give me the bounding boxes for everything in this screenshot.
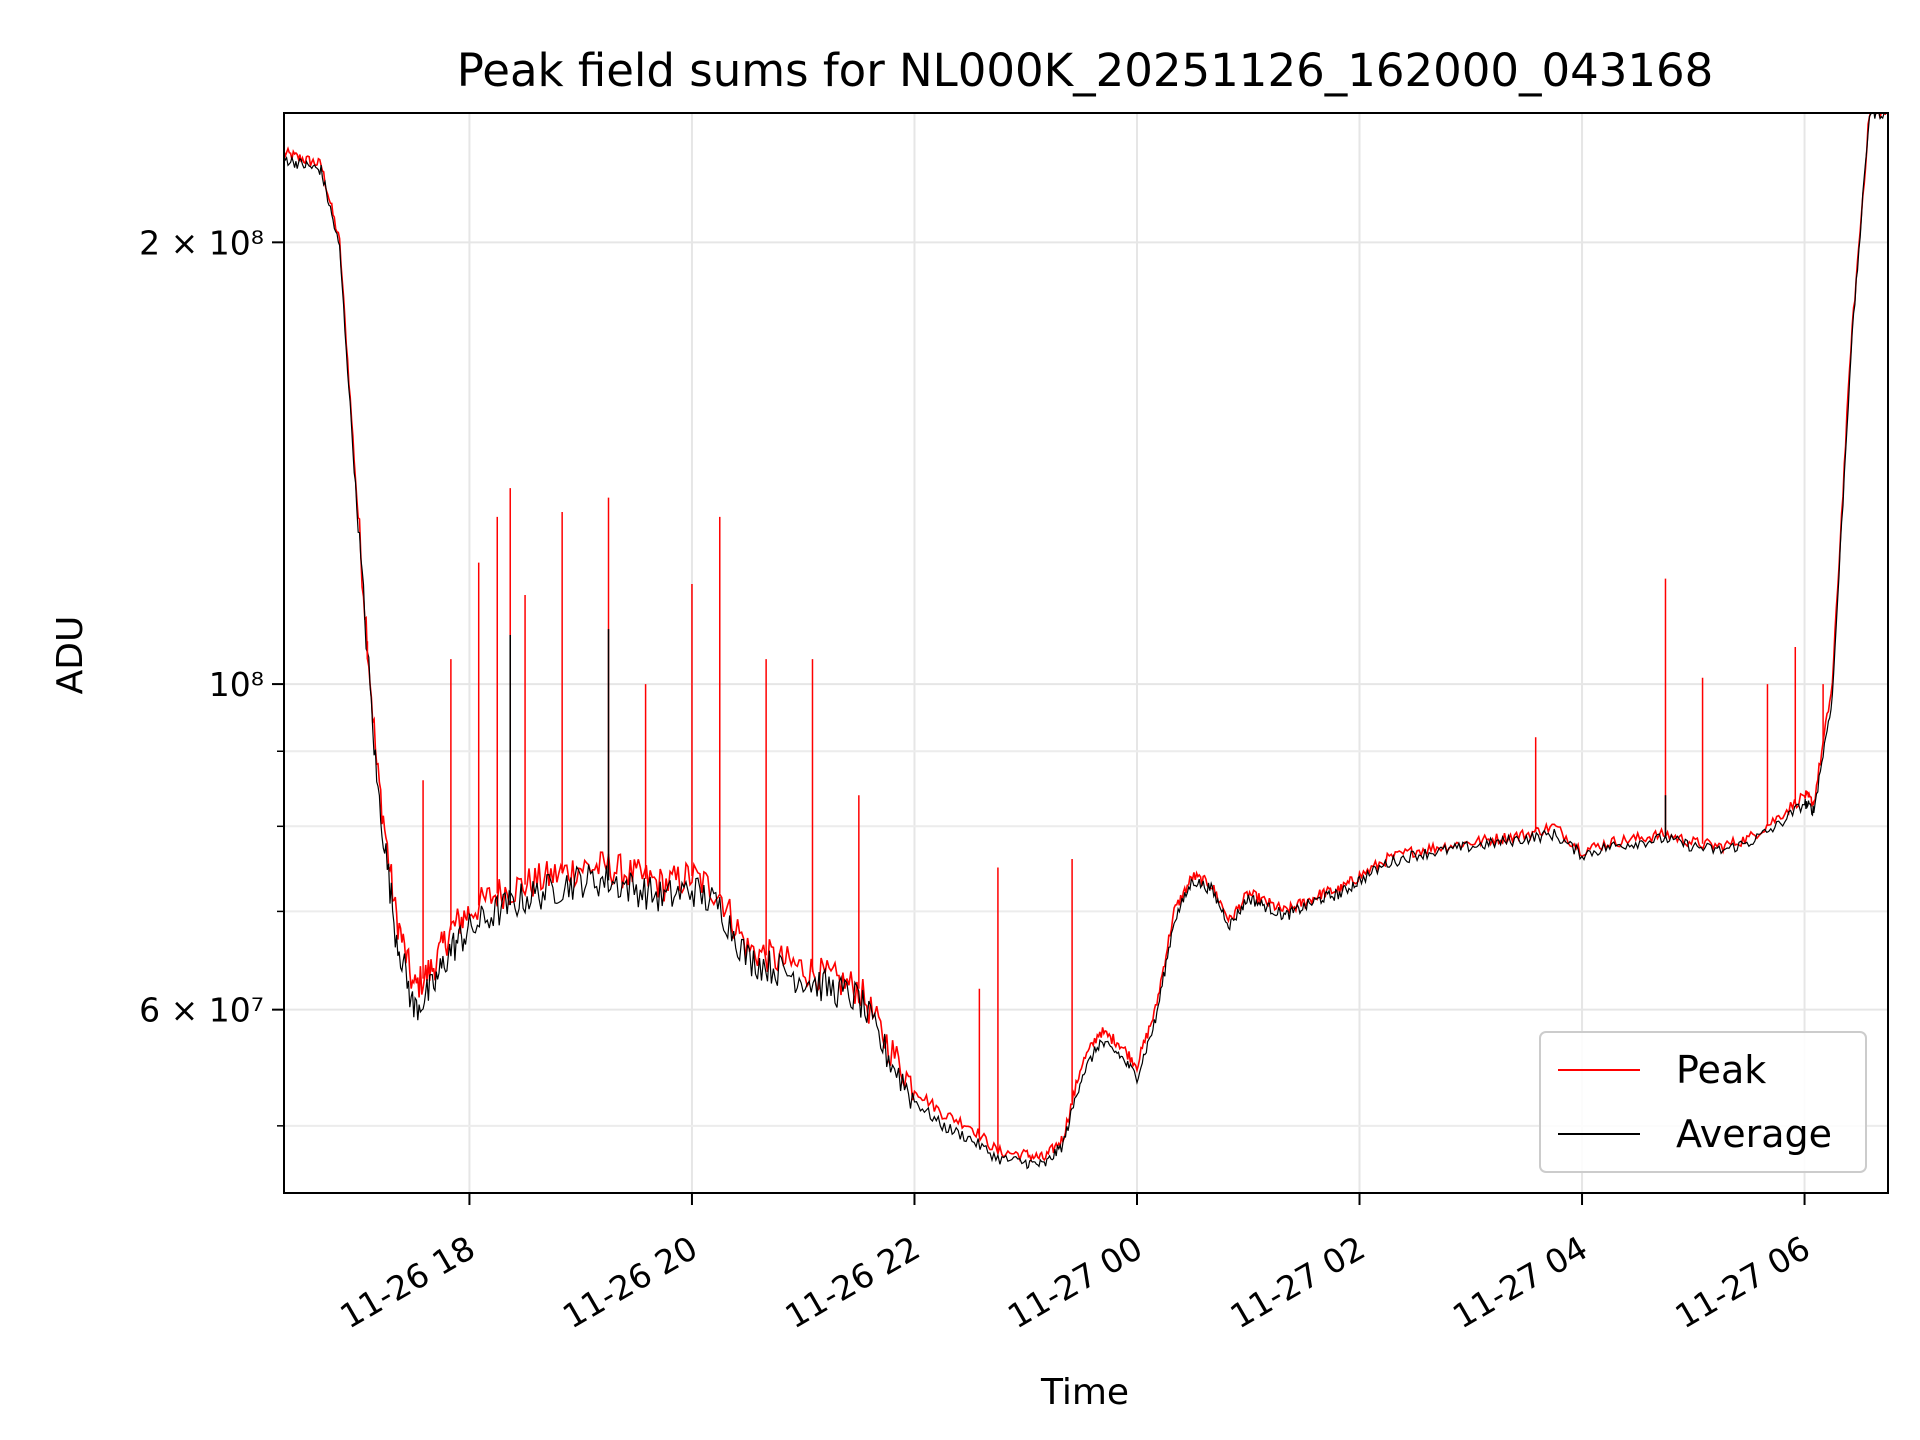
legend-label-average: Average (1676, 1112, 1832, 1156)
legend-box (1539, 1031, 1867, 1173)
y-tick-label: 6 × 10⁷ (139, 991, 264, 1030)
legend: Peak Average (1539, 1031, 1867, 1173)
series-layer (284, 113, 1888, 1170)
y-axis-label: ADU (50, 616, 91, 695)
series-line-peak (284, 113, 1888, 1163)
grid-lines (284, 113, 1888, 1193)
y-axis-ticks: 6 × 10⁷ 10⁸ 2 × 10⁸ (139, 223, 284, 1127)
legend-label-peak: Peak (1676, 1048, 1766, 1092)
plot-frame (283, 112, 1889, 1194)
y-tick-label: 2 × 10⁸ (139, 223, 264, 262)
series-line-average (284, 113, 1888, 1170)
x-axis-label: Time (1040, 1372, 1129, 1413)
y-tick-label: 10⁸ (209, 665, 264, 704)
chart-title: Peak field sums for NL000K_20251126_1620… (457, 44, 1714, 97)
